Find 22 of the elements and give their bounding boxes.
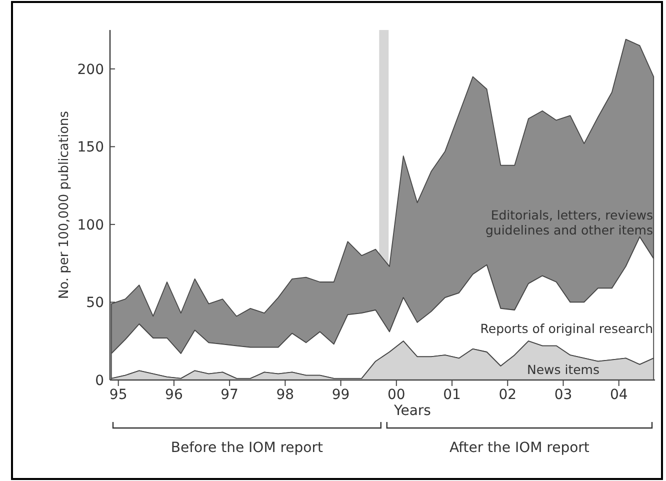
- y-tick-label: 200: [77, 62, 104, 78]
- x-tick-label: 02: [498, 387, 517, 403]
- x-tick-label: 00: [387, 387, 406, 403]
- x-tick-label: 03: [554, 387, 572, 403]
- series-label: Editorials, letters, reviews guidelines and other items: [485, 208, 653, 238]
- x-tick-label: 97: [220, 387, 238, 403]
- text: Before the IOM report: [170, 440, 324, 456]
- x-tick-label: 95: [109, 387, 128, 403]
- series-label: News items: [526, 362, 600, 377]
- x-tick-label: 99: [332, 387, 350, 403]
- x-tick-label: 96: [165, 387, 183, 403]
- x-axis-title: Years: [393, 403, 431, 419]
- y-tick-label: 100: [77, 217, 104, 234]
- y-axis-title: No. per 100,000 publications: [57, 110, 72, 300]
- x-tick-label: 98: [276, 387, 294, 403]
- series-label: Reports of original research: [480, 321, 653, 336]
- y-tick-label: 50: [86, 295, 104, 312]
- y-tick-label: 0: [95, 372, 104, 389]
- x-tick-label: 01: [443, 387, 461, 403]
- text: After the IOM report: [449, 440, 590, 456]
- x-tick-label: 04: [610, 387, 628, 403]
- y-tick-label: 150: [77, 140, 104, 156]
